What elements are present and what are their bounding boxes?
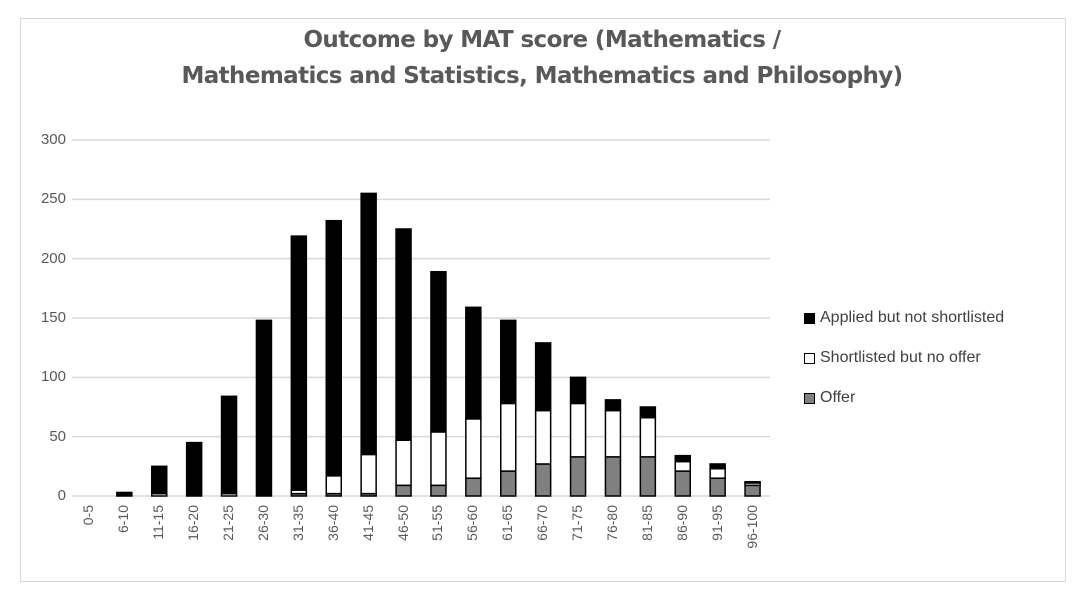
bar-segment [569,376,587,405]
x-tick-label: 41-45 [359,505,376,541]
x-tick-label: 6-10 [115,505,132,534]
bar-segment [185,441,203,497]
bar-segment [569,402,587,458]
x-tick-label: 11-15 [150,505,167,540]
x-tick-label: 76-80 [603,505,620,541]
x-tick-label: 26-30 [254,505,271,541]
bar-segment [395,484,412,497]
x-tick-label: 21-25 [220,505,237,541]
bar-segment [604,399,622,412]
bar-segment [465,418,482,479]
bar-segment [639,416,657,458]
bar-segment [674,470,691,497]
chart-title-line-2: Mathematics and Statistics, Mathematics … [181,63,903,89]
bar-segment [465,306,482,420]
bar-segment [255,319,273,497]
bar-segment [709,477,726,497]
bar-segment [360,453,377,495]
bar-segment [639,406,657,419]
x-tick-label: 56-60 [464,505,481,541]
bar-segment [430,270,447,433]
y-tick-label: 0 [57,487,66,504]
legend-item-applied: Applied but not shortlisted [804,298,1004,338]
bar-segment [534,463,552,497]
x-tick-label: 36-40 [324,505,341,541]
bar-segment [116,491,133,497]
bar-segment [674,460,691,472]
bar-segment [325,475,342,495]
bar-segment [290,235,308,491]
legend-item-offer: Offer [804,378,1004,418]
chart-title-line-1: Outcome by MAT score (Mathematics / [303,27,781,53]
x-tick-label: 31-35 [289,505,306,541]
x-tick-label: 91-95 [708,505,725,541]
x-tick-label: 66-70 [534,505,551,541]
bar-segment [500,319,517,405]
bar-segment [395,439,412,487]
x-tick-label: 16-20 [185,505,202,541]
x-tick-label: 96-100 [743,505,760,549]
bar-segment [325,219,342,477]
bar-segment [744,484,761,497]
x-tick-label: 86-90 [673,505,690,541]
bar-segment [151,465,168,495]
bar-segment [465,477,482,497]
chart-title: Outcome by MAT score (Mathematics / Math… [0,22,1080,94]
bar-segment [709,467,726,479]
legend-swatch-white [804,352,815,364]
legend: Applied but not shortlisted Shortlisted … [804,298,1004,418]
bar-segment [604,456,622,497]
bar-segment [430,484,447,497]
x-tick-label: 0-5 [80,505,97,526]
x-tick-label: 51-55 [429,505,446,541]
bar-segment [604,409,622,458]
bar-segment [674,454,691,463]
bar-segment [534,342,552,412]
bar-segment [639,456,657,497]
y-tick-label: 100 [40,368,66,386]
y-tick-label: 200 [40,249,66,267]
x-tick-label: 71-75 [569,505,586,541]
y-tick-label: 300 [40,131,66,148]
bar-segment [360,192,377,456]
y-tick-label: 250 [40,190,66,208]
bar-segment [220,395,238,495]
bar-segment [500,470,517,497]
bar-segment [569,456,587,497]
bar-segment [709,463,726,470]
bar-segment [744,481,761,484]
y-tick-label: 50 [49,427,66,445]
x-tick-label: 46-50 [394,505,411,541]
bar-segment [534,409,552,465]
legend-swatch-black [804,312,815,324]
bar-segment [430,431,447,487]
x-tick-label: 61-65 [499,505,516,541]
bar-segment [500,402,517,472]
legend-swatch-gray [804,392,815,404]
x-tick-label: 81-85 [638,505,655,541]
legend-item-shortlisted: Shortlisted but no offer [804,338,1004,378]
y-tick-label: 150 [40,309,66,326]
bar-segment [395,228,412,441]
